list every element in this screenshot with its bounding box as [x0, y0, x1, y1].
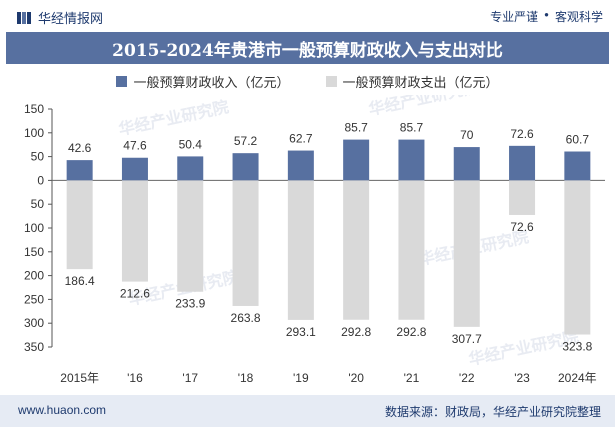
expense-data-label: 292.8: [341, 325, 371, 339]
bars: [66, 139, 591, 335]
brand: 华经情报网: [16, 8, 103, 27]
chart-area: 华经产业研究院华经产业研究院华经产业研究院华经产业研究院华经产业研究院 1501…: [24, 95, 605, 385]
y-tick-label: 300: [24, 316, 44, 330]
x-tick-label: 2024年: [558, 371, 597, 385]
legend: 一般预算财政收入（亿元） 一般预算财政支出（亿元）: [0, 72, 615, 91]
watermark-text: 华经产业研究院: [367, 95, 481, 119]
y-tick-label: 100: [24, 126, 44, 140]
y-tick-label: 200: [24, 269, 44, 283]
footer: www.huaon.com 数据来源：财政局，华经产业研究院整理: [0, 395, 615, 427]
chart-title: 2015-2024年贵港市一般预算财政收入与支出对比: [112, 40, 503, 61]
income-data-label: 70: [460, 128, 474, 142]
expense-data-label: 292.8: [396, 325, 426, 339]
y-axis: 150 100 50 0 50 100 150 200 250 300 350: [24, 102, 605, 354]
title-bar: 2015-2024年贵港市一般预算财政收入与支出对比: [6, 32, 609, 64]
x-tick-label: '16: [127, 371, 143, 385]
legend-swatch-income: [116, 76, 128, 87]
x-tick-label: '22: [459, 371, 475, 385]
tagline: 专业严谨 ● 客观科学: [490, 8, 603, 25]
legend-label-expense: 一般预算财政支出（亿元）: [342, 75, 499, 90]
y-tick-label: 0: [37, 173, 44, 187]
income-bar: [287, 150, 314, 181]
income-bar: [232, 153, 259, 181]
income-bar: [121, 157, 148, 181]
y-tick-label: 100: [24, 221, 44, 235]
income-data-label: 50.4: [179, 137, 203, 151]
expense-data-label: 72.6: [510, 220, 534, 234]
income-data-label: 47.6: [123, 139, 147, 153]
x-tick-label: '23: [514, 371, 530, 385]
income-bar: [177, 156, 204, 181]
x-tick-label: '18: [238, 371, 254, 385]
expense-bar: [177, 180, 204, 292]
expense-data-label: 186.4: [65, 274, 95, 288]
brand-name: 华经情报网: [38, 11, 104, 26]
expense-data-label: 212.6: [120, 287, 150, 301]
expense-bar: [509, 180, 536, 215]
income-bar: [343, 139, 370, 181]
footer-url: www.huaon.com: [18, 403, 107, 417]
expense-data-label: 307.7: [452, 332, 482, 346]
logo-icon: [17, 11, 31, 24]
expense-bar: [232, 180, 259, 306]
expense-data-label: 293.1: [286, 325, 316, 339]
expense-data-label: 323.8: [562, 340, 592, 354]
legend-item-expense: 一般预算财政支出（亿元）: [325, 72, 499, 91]
tagline-right: 客观科学: [554, 10, 603, 24]
data-labels: 42.6 186.4 47.6 212.6 50.4 233.9 57.2 263.8 62.7…: [65, 121, 593, 354]
income-data-label: 42.6: [68, 141, 92, 155]
tagline-separator: ●: [544, 10, 549, 19]
legend-label-income: 一般预算财政收入（亿元）: [133, 75, 290, 90]
income-data-label: 60.7: [566, 133, 590, 147]
tagline-left: 专业严谨: [490, 10, 539, 24]
expense-bar: [398, 180, 425, 320]
y-tick-label: 150: [24, 102, 44, 116]
x-tick-label: '17: [182, 371, 198, 385]
expense-bar: [343, 180, 370, 320]
expense-bar: [564, 180, 591, 335]
x-axis: 2015年 '16 '17 '18 '19 '20 '21 '22 '23 2024年: [60, 371, 596, 385]
header: 华经情报网 专业严谨 ● 客观科学: [0, 0, 615, 32]
expense-bar: [453, 180, 480, 327]
income-data-label: 62.7: [289, 132, 313, 146]
expense-data-label: 263.8: [231, 311, 261, 325]
expense-bar: [121, 180, 148, 282]
income-bar: [398, 139, 425, 181]
income-data-label: 72.6: [510, 127, 534, 141]
y-tick-label: 50: [31, 197, 45, 211]
y-tick-label: 350: [24, 340, 44, 354]
legend-swatch-expense: [325, 76, 337, 87]
income-bar: [66, 160, 93, 181]
income-data-label: 85.7: [400, 121, 424, 135]
y-tick-label: 250: [24, 292, 44, 306]
income-bar: [509, 145, 536, 181]
expense-data-label: 233.9: [175, 297, 205, 311]
x-tick-label: '20: [348, 371, 364, 385]
footer-source: 数据来源：财政局，华经产业研究院整理: [384, 405, 601, 419]
x-tick-label: '21: [404, 371, 420, 385]
x-tick-label: '19: [293, 371, 309, 385]
y-tick-label: 50: [31, 150, 45, 164]
income-data-label: 85.7: [344, 121, 368, 135]
income-data-label: 57.2: [234, 134, 258, 148]
legend-item-income: 一般预算财政收入（亿元）: [116, 72, 290, 91]
y-tick-label: 150: [24, 245, 44, 259]
x-tick-label: 2015年: [60, 371, 99, 385]
expense-bar: [66, 180, 93, 270]
income-bar: [564, 151, 591, 181]
watermark-text: 华经产业研究院: [117, 97, 231, 139]
expense-bar: [287, 180, 314, 320]
income-bar: [453, 147, 480, 181]
